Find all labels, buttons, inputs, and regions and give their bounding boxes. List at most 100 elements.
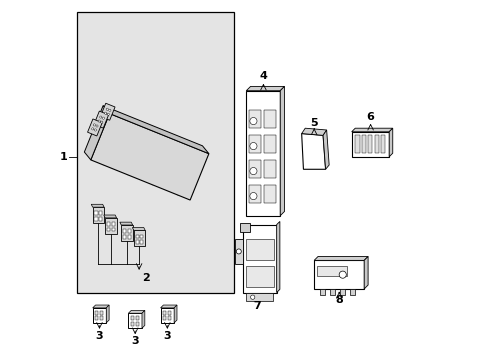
Bar xyxy=(248,185,261,203)
Bar xyxy=(374,135,378,153)
Bar xyxy=(349,289,354,296)
Polygon shape xyxy=(94,111,108,128)
Text: 2: 2 xyxy=(142,273,150,283)
Bar xyxy=(77,12,233,293)
Bar xyxy=(264,185,275,203)
Circle shape xyxy=(107,113,109,115)
Bar xyxy=(130,322,134,326)
Bar xyxy=(160,308,174,323)
Polygon shape xyxy=(351,128,392,132)
Bar xyxy=(107,222,110,226)
Polygon shape xyxy=(91,113,208,200)
Bar xyxy=(94,217,98,221)
Bar xyxy=(245,239,273,260)
Polygon shape xyxy=(142,310,144,328)
Bar xyxy=(367,135,372,153)
Polygon shape xyxy=(301,134,325,169)
Bar xyxy=(319,289,325,296)
Polygon shape xyxy=(174,305,177,323)
Circle shape xyxy=(96,125,98,127)
Bar xyxy=(100,316,103,320)
Polygon shape xyxy=(246,86,284,91)
Bar xyxy=(248,160,261,178)
Bar xyxy=(134,230,145,246)
Polygon shape xyxy=(240,223,249,232)
Bar xyxy=(99,217,102,221)
Bar xyxy=(111,228,115,231)
Polygon shape xyxy=(132,228,145,230)
Bar xyxy=(354,135,359,153)
Text: 6: 6 xyxy=(366,112,374,122)
Bar xyxy=(246,293,272,301)
Polygon shape xyxy=(160,305,177,308)
Bar xyxy=(248,135,261,153)
Bar xyxy=(163,311,165,315)
Bar xyxy=(135,235,139,238)
Polygon shape xyxy=(280,86,284,216)
Polygon shape xyxy=(276,221,279,293)
Bar xyxy=(127,235,131,239)
Bar xyxy=(135,240,139,244)
Polygon shape xyxy=(313,256,367,260)
Bar xyxy=(127,229,131,233)
Bar xyxy=(140,235,143,238)
Circle shape xyxy=(94,129,96,131)
Bar xyxy=(140,240,143,244)
Circle shape xyxy=(106,108,108,110)
Bar xyxy=(95,311,98,315)
Bar xyxy=(380,135,385,153)
Circle shape xyxy=(339,271,346,278)
Bar xyxy=(167,311,171,315)
Bar xyxy=(94,211,98,215)
Bar xyxy=(264,111,275,128)
Bar xyxy=(95,316,98,320)
Polygon shape xyxy=(106,305,109,323)
Bar xyxy=(123,235,126,239)
Bar xyxy=(167,316,171,320)
Bar xyxy=(121,225,132,241)
Bar xyxy=(123,229,126,233)
Circle shape xyxy=(101,121,102,123)
Polygon shape xyxy=(87,119,102,136)
Bar xyxy=(100,311,103,315)
Bar xyxy=(130,316,134,320)
Bar xyxy=(246,91,280,216)
Bar xyxy=(351,132,388,157)
Text: 3: 3 xyxy=(131,337,139,346)
Polygon shape xyxy=(234,239,242,264)
Bar xyxy=(264,160,275,178)
Circle shape xyxy=(104,112,106,114)
Bar xyxy=(361,135,365,153)
Polygon shape xyxy=(91,204,104,207)
Polygon shape xyxy=(364,256,367,289)
Polygon shape xyxy=(100,103,115,120)
Bar xyxy=(111,222,115,226)
Polygon shape xyxy=(103,106,208,154)
Circle shape xyxy=(249,193,257,200)
Text: 7: 7 xyxy=(253,301,260,311)
Text: 3: 3 xyxy=(96,332,103,342)
Bar xyxy=(135,316,139,320)
Bar xyxy=(316,266,346,276)
Circle shape xyxy=(236,249,241,254)
Polygon shape xyxy=(323,130,328,169)
Bar xyxy=(93,308,106,323)
Circle shape xyxy=(250,295,254,299)
Bar xyxy=(105,218,116,234)
Polygon shape xyxy=(84,106,109,160)
Bar xyxy=(93,207,104,223)
Bar xyxy=(135,322,139,326)
Circle shape xyxy=(249,117,257,125)
Bar xyxy=(107,228,110,231)
Text: 3: 3 xyxy=(163,332,171,342)
Bar xyxy=(313,260,364,289)
Bar xyxy=(339,289,345,296)
Text: 4: 4 xyxy=(259,71,267,81)
Circle shape xyxy=(108,109,111,111)
Circle shape xyxy=(98,120,100,122)
Bar xyxy=(248,111,261,128)
Bar xyxy=(128,313,142,328)
Circle shape xyxy=(100,116,102,118)
Polygon shape xyxy=(128,310,144,313)
Text: 5: 5 xyxy=(310,118,317,128)
